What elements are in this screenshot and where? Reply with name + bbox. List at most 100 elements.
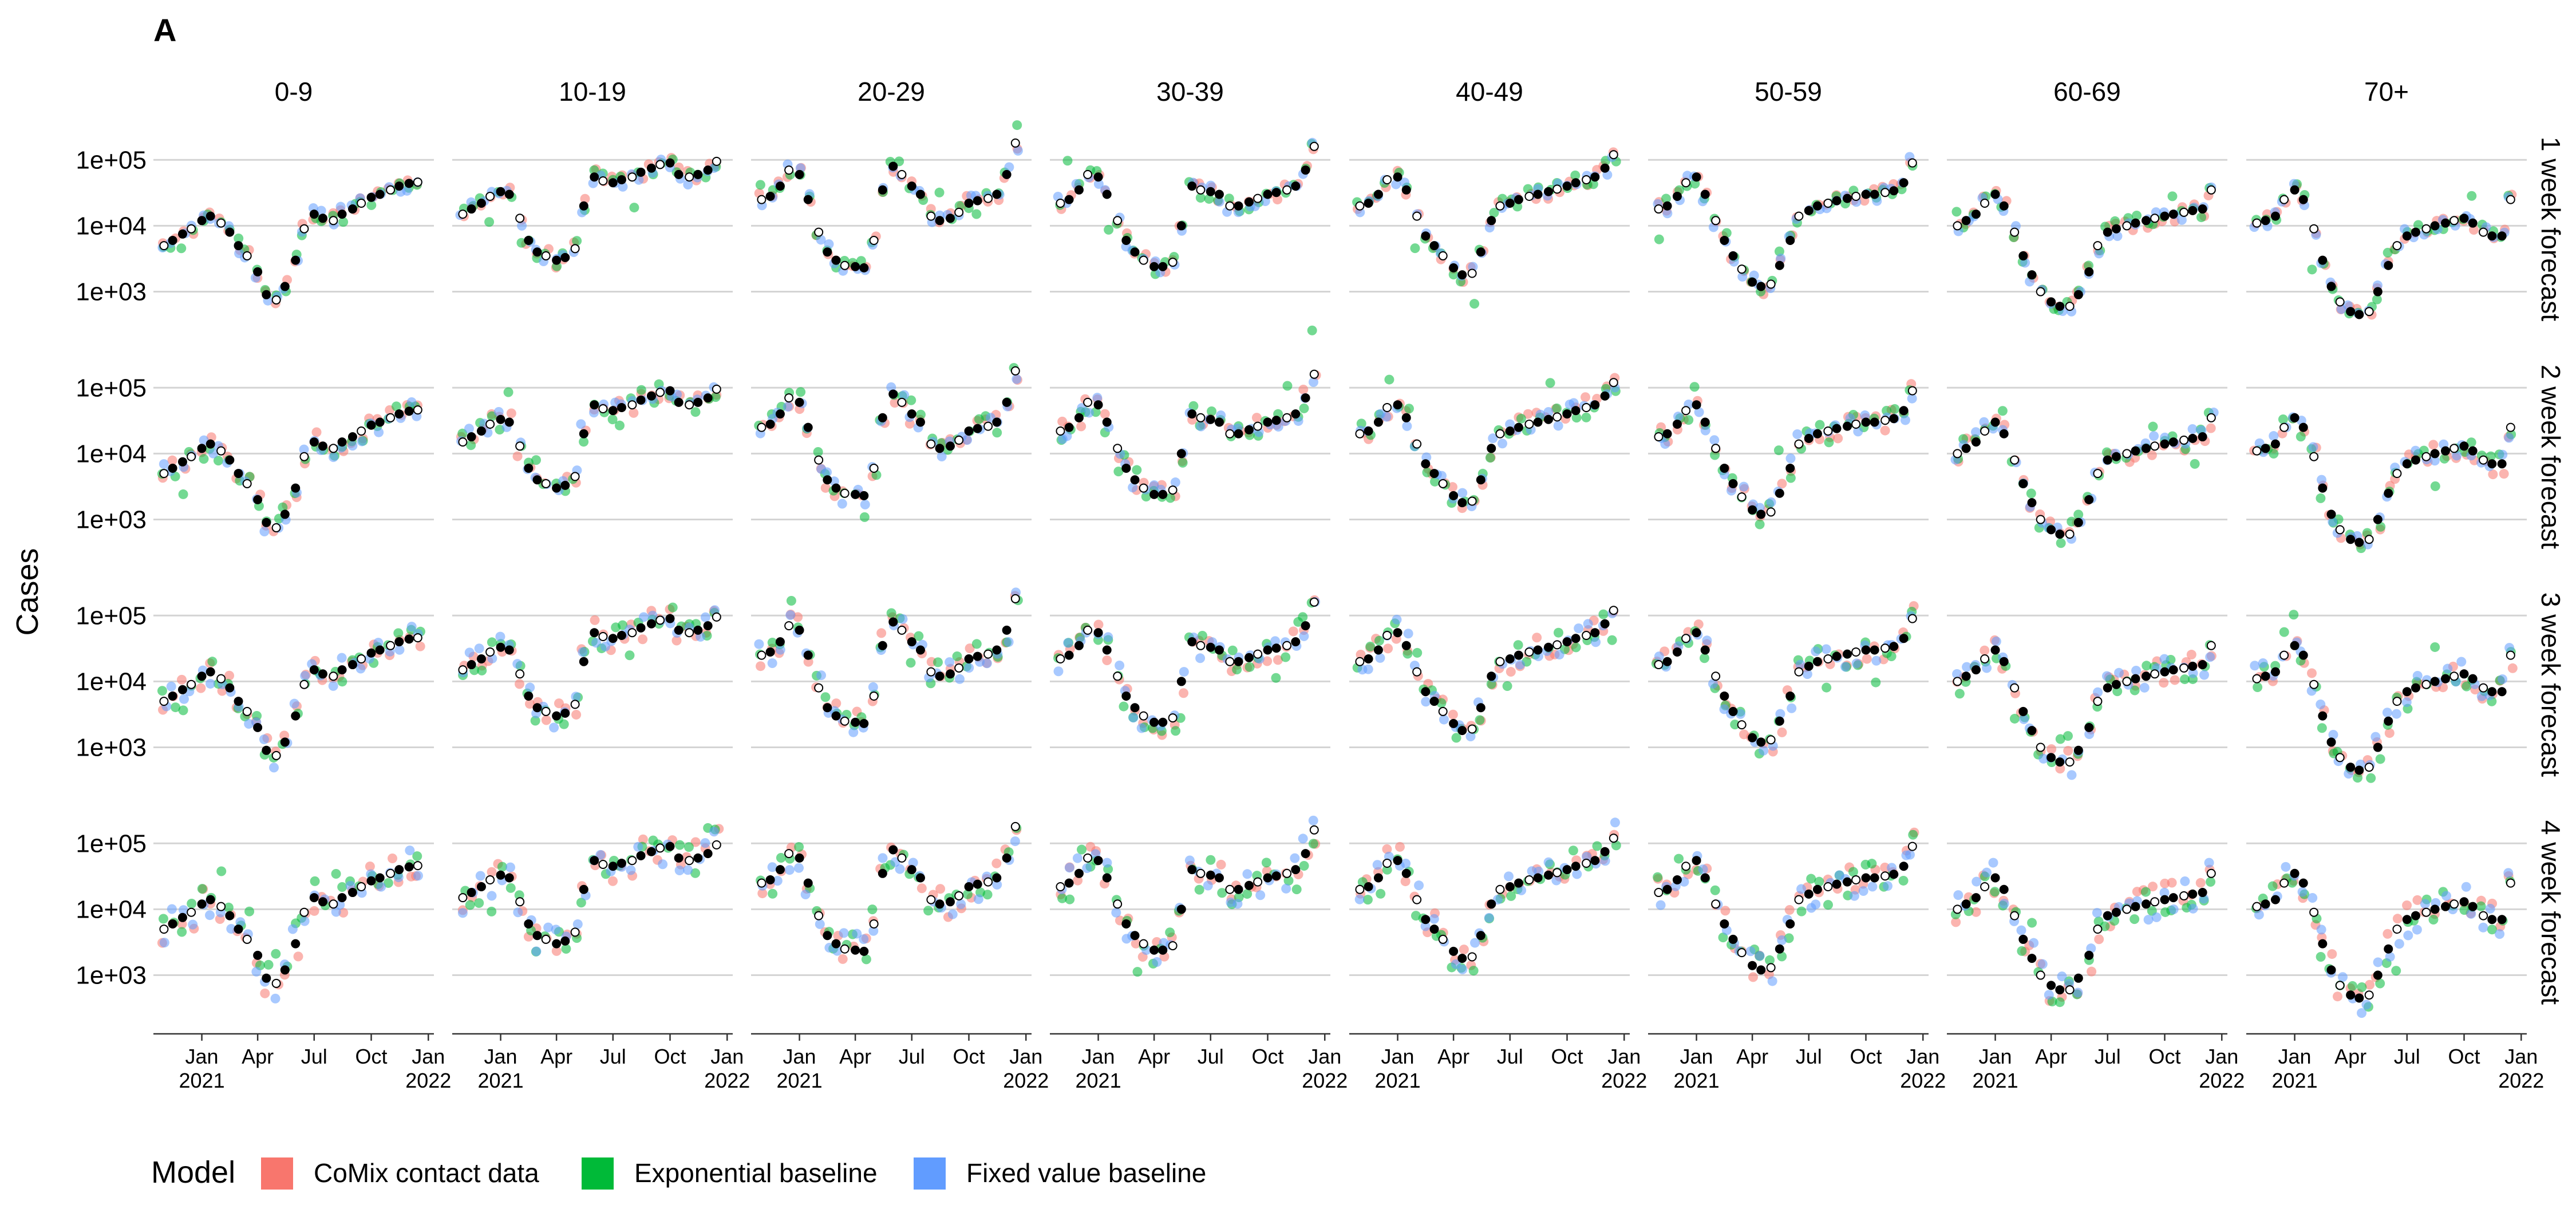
forecast-point xyxy=(197,884,207,894)
observed-point xyxy=(2111,679,2121,689)
observed-point xyxy=(1804,433,1814,443)
facet-panel xyxy=(452,379,733,521)
observed-point xyxy=(2392,241,2402,251)
observed-point xyxy=(1401,185,1411,195)
observed-point xyxy=(2326,282,2336,291)
forecast-point xyxy=(2159,678,2169,688)
observed-point xyxy=(2364,307,2374,317)
observed-point xyxy=(2346,990,2356,1000)
forecast-point xyxy=(1991,637,2001,647)
observed-point xyxy=(1748,277,1757,287)
forecast-point xyxy=(2110,216,2120,226)
observed-point xyxy=(280,282,290,291)
legend-label: Exponential baseline xyxy=(634,1158,878,1188)
observed-point xyxy=(831,939,841,949)
forecast-point xyxy=(2452,451,2462,461)
forecast-point xyxy=(1196,421,1206,432)
forecast-point xyxy=(1532,633,1542,643)
forecast-point xyxy=(1065,894,1075,904)
observed-point xyxy=(803,878,813,888)
observed-point xyxy=(1364,654,1373,664)
observed-point xyxy=(823,247,832,257)
forecast-point xyxy=(259,734,269,745)
observed-point xyxy=(983,649,993,659)
observed-point xyxy=(1728,706,1738,716)
forecast-point xyxy=(1093,619,1104,630)
forecast-point xyxy=(1720,906,1730,916)
forecast-point xyxy=(1988,858,1998,868)
observed-point xyxy=(1861,873,1871,883)
observed-point xyxy=(1364,199,1373,208)
forecast-point xyxy=(2466,908,2476,919)
observed-point xyxy=(1961,444,1971,453)
forecast-point xyxy=(672,389,682,400)
observed-point xyxy=(2487,915,2497,925)
forecast-point xyxy=(1291,884,1302,895)
forecast-point xyxy=(2279,627,2289,637)
forecast-point xyxy=(2017,946,2027,956)
forecast-point xyxy=(839,928,849,938)
observed-point xyxy=(915,873,925,883)
observed-point xyxy=(1002,397,1012,407)
observed-point xyxy=(337,437,347,447)
x-tick-label: Jan xyxy=(412,1045,445,1068)
forecast-point xyxy=(1451,959,1461,969)
observed-point xyxy=(1880,871,1890,881)
observed-point xyxy=(168,691,177,701)
x-tick-label: Apr xyxy=(2334,1045,2366,1068)
forecast-point xyxy=(199,454,209,464)
observed-point xyxy=(1505,882,1515,892)
observed-point xyxy=(1953,449,1962,459)
forecast-point xyxy=(831,698,841,709)
facet-panel xyxy=(1050,325,1330,521)
forecast-point xyxy=(2467,191,2477,201)
observed-point xyxy=(2055,985,2065,995)
observed-point xyxy=(476,426,486,436)
forecast-point xyxy=(1448,270,1459,280)
forecast-point xyxy=(1363,664,1373,674)
observed-point xyxy=(1002,625,1012,635)
observed-point xyxy=(765,419,775,429)
observed-point xyxy=(2046,981,2056,990)
forecast-point xyxy=(2420,899,2430,909)
forecast-point xyxy=(2429,456,2440,466)
observed-point xyxy=(1672,647,1682,657)
forecast-point xyxy=(2394,939,2404,949)
observed-point xyxy=(1139,483,1148,493)
observed-point xyxy=(2487,687,2497,697)
observed-point xyxy=(674,853,683,863)
observed-point xyxy=(515,214,525,223)
forecast-point xyxy=(867,904,878,915)
forecast-point xyxy=(2401,697,2412,708)
observed-point xyxy=(685,400,694,410)
observed-point xyxy=(2440,902,2450,911)
observed-point xyxy=(954,891,964,900)
forecast-point xyxy=(1131,938,1141,949)
observed-point xyxy=(1654,204,1664,214)
forecast-point xyxy=(1195,653,1206,663)
observed-point xyxy=(2354,310,2364,319)
forecast-point xyxy=(1381,412,1392,422)
forecast-point xyxy=(1653,872,1663,882)
forecast-point xyxy=(2037,959,2048,969)
forecast-point xyxy=(376,882,386,892)
observed-point xyxy=(2055,530,2065,539)
observed-point xyxy=(814,683,824,693)
forecast-point xyxy=(1383,643,1393,654)
observed-point xyxy=(2036,515,2045,524)
observed-point xyxy=(2290,413,2300,422)
forecast-point xyxy=(2503,868,2514,878)
observed-point xyxy=(1700,417,1710,427)
forecast-point xyxy=(2428,914,2439,925)
observed-point xyxy=(1158,945,1168,955)
x-tick-label: 2022 xyxy=(1601,1069,1647,1092)
forecast-point xyxy=(1308,377,1318,387)
forecast-point xyxy=(1568,398,1579,408)
forecast-point xyxy=(1698,864,1708,875)
forecast-point xyxy=(690,837,701,847)
forecast-point xyxy=(2269,448,2279,459)
forecast-point xyxy=(614,420,625,430)
forecast-point xyxy=(2337,972,2348,982)
x-tick-label: Apr xyxy=(1736,1045,1768,1068)
